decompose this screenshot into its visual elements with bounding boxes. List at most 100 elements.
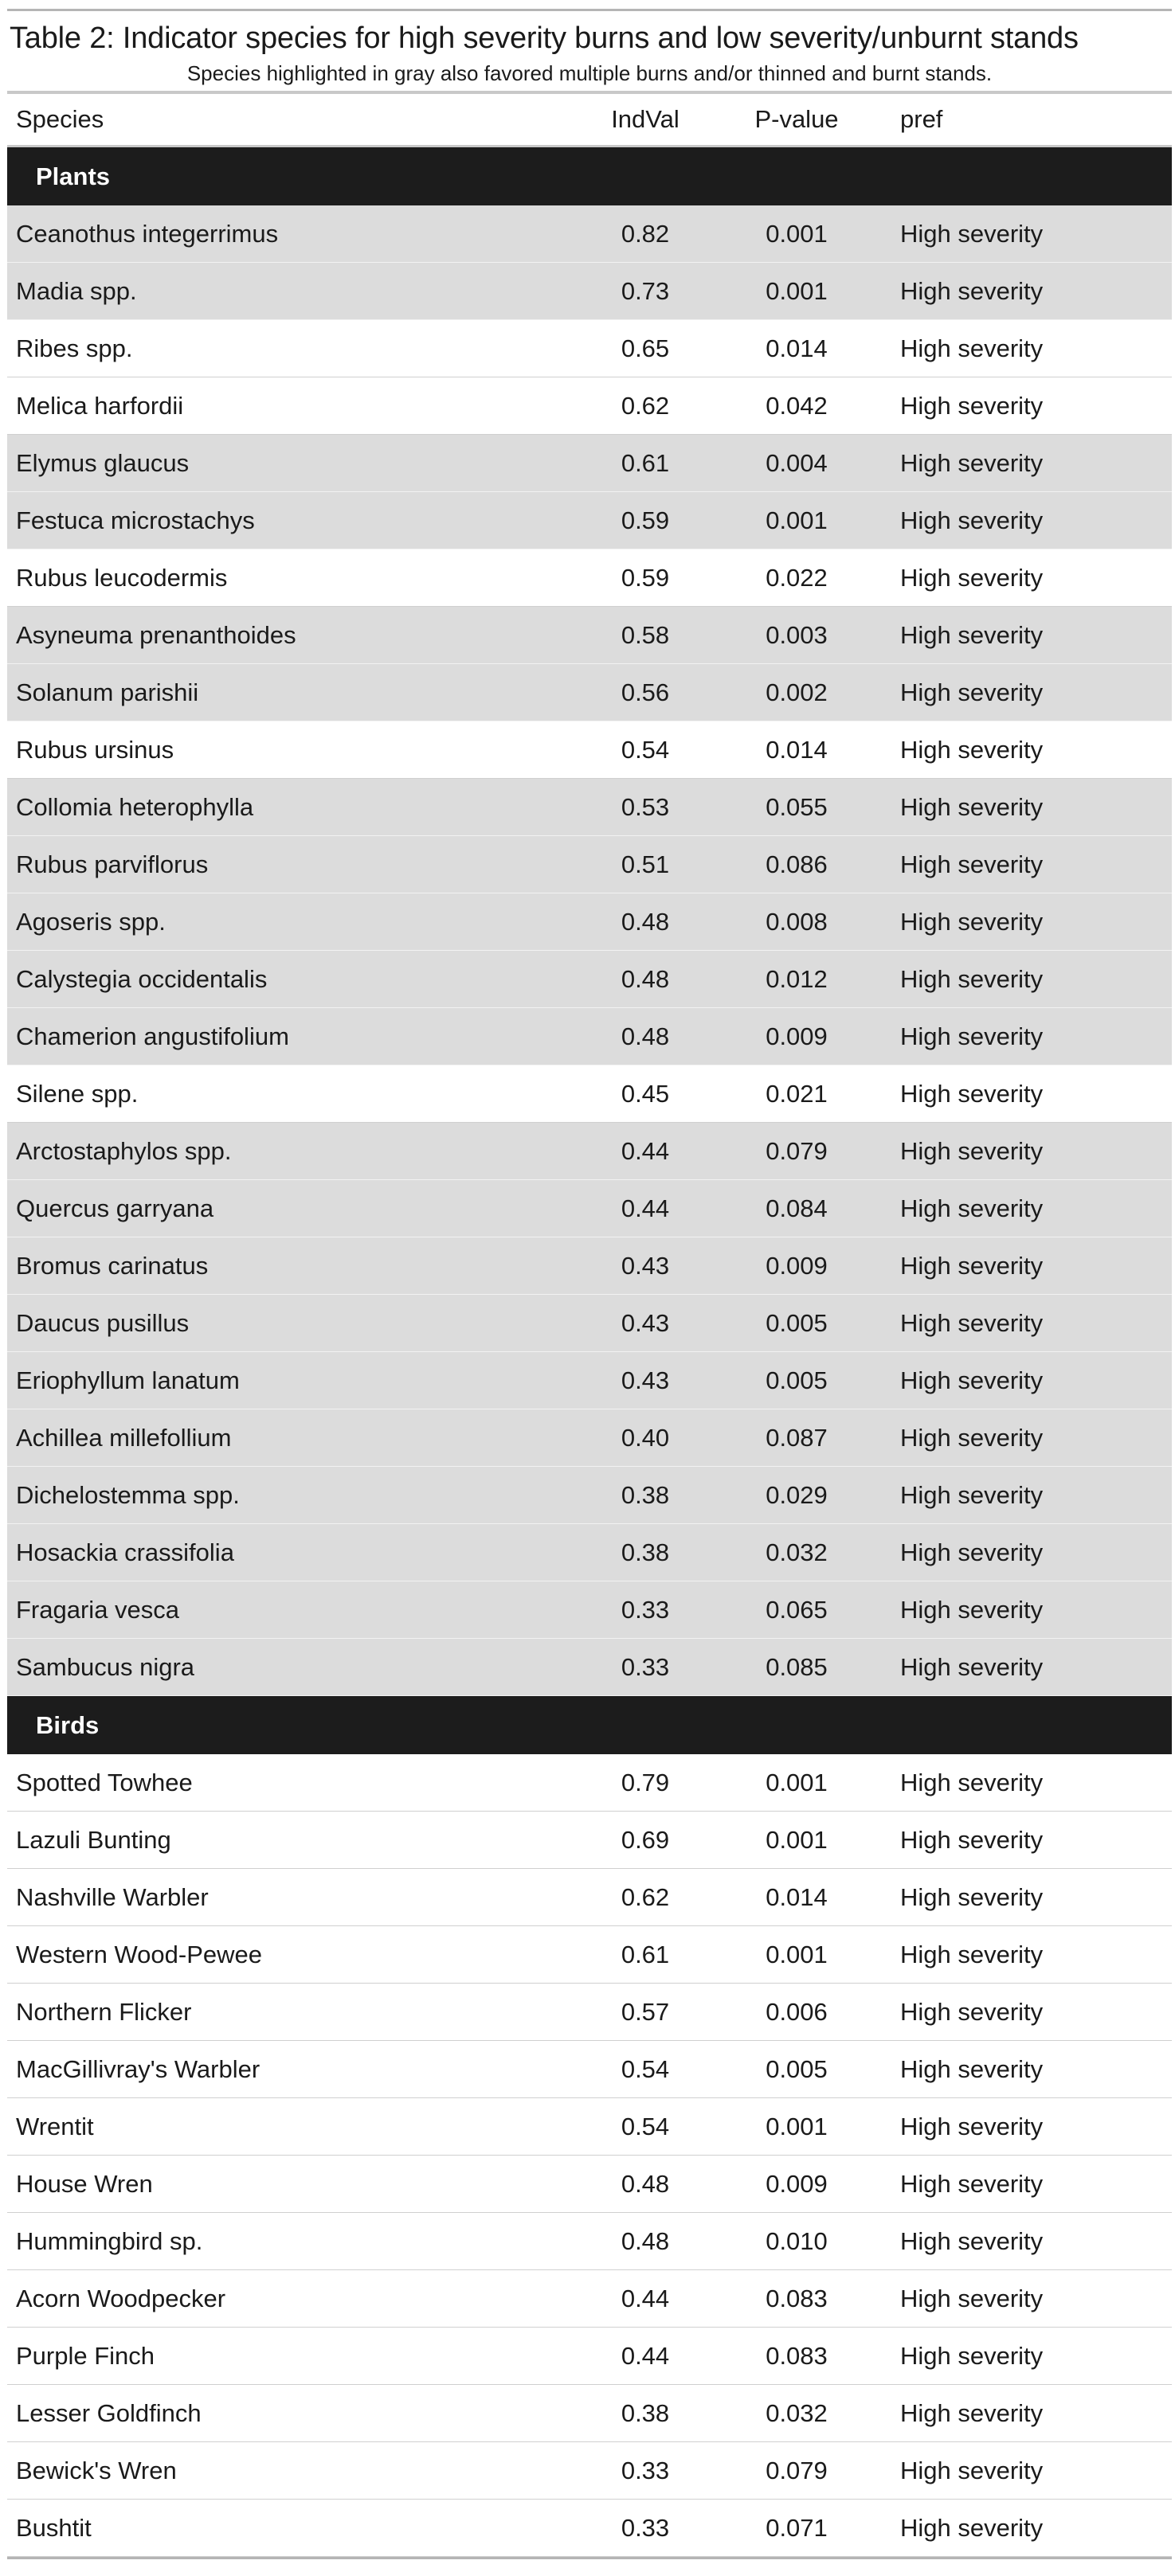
group-header-row: Birds <box>7 1695 1172 1754</box>
species-cell: Western Wood-Pewee <box>7 1925 574 1984</box>
indval-cell: 0.69 <box>574 1811 717 1869</box>
group-header-label: Birds <box>7 1695 1172 1754</box>
column-header-pref: pref <box>876 94 1172 147</box>
table-row: Rubus leucodermis 0.59 0.022 High severity <box>7 549 1172 607</box>
table-row: Agoseris spp. 0.48 0.008 High severity <box>7 893 1172 951</box>
table-row: MacGillivray's Warbler 0.54 0.005 High seve… <box>7 2040 1172 2098</box>
pref-cell: High severity <box>876 2441 1172 2500</box>
species-cell: Bewick's Wren <box>7 2441 574 2500</box>
pref-cell: High severity <box>876 2212 1172 2270</box>
indval-cell: 0.40 <box>574 1409 717 1467</box>
species-cell: Spotted Towhee <box>7 1754 574 1812</box>
species-cell: Bromus carinatus <box>7 1237 574 1295</box>
pvalue-cell: 0.032 <box>717 1523 876 1581</box>
indval-cell: 0.54 <box>574 721 717 779</box>
pvalue-cell: 0.001 <box>717 491 876 549</box>
species-cell: Bushtit <box>7 2499 574 2557</box>
group-header-label: Plants <box>7 146 1172 205</box>
species-cell: Ribes spp. <box>7 319 574 377</box>
species-cell: Silene spp. <box>7 1065 574 1123</box>
indval-cell: 0.44 <box>574 1179 717 1237</box>
pref-cell: High severity <box>876 1638 1172 1696</box>
species-cell: Chamerion angustifolium <box>7 1007 574 1065</box>
table-container: Table 2: Indicator species for high seve… <box>7 9 1172 2559</box>
table-row: Sambucus nigra 0.33 0.085 High severity <box>7 1638 1172 1696</box>
table-row: Wrentit 0.54 0.001 High severity <box>7 2097 1172 2156</box>
indval-cell: 0.44 <box>574 2327 717 2385</box>
species-cell: Wrentit <box>7 2097 574 2156</box>
pvalue-cell: 0.055 <box>717 778 876 836</box>
pvalue-cell: 0.005 <box>717 1351 876 1409</box>
indval-cell: 0.61 <box>574 1925 717 1984</box>
pvalue-cell: 0.009 <box>717 1007 876 1065</box>
pref-cell: High severity <box>876 1811 1172 1869</box>
table-row: Northern Flicker 0.57 0.006 High severity <box>7 1983 1172 2041</box>
pref-cell: High severity <box>876 262 1172 320</box>
pref-cell: High severity <box>876 1409 1172 1467</box>
indval-cell: 0.54 <box>574 2097 717 2156</box>
pvalue-cell: 0.042 <box>717 377 876 435</box>
pvalue-cell: 0.086 <box>717 835 876 893</box>
indval-cell: 0.38 <box>574 1523 717 1581</box>
pref-cell: High severity <box>876 2327 1172 2385</box>
indval-cell: 0.54 <box>574 2040 717 2098</box>
pref-cell: High severity <box>876 205 1172 263</box>
table-row: Ribes spp. 0.65 0.014 High severity <box>7 319 1172 377</box>
pref-cell: High severity <box>876 2155 1172 2213</box>
species-cell: Festuca microstachys <box>7 491 574 549</box>
species-cell: Nashville Warbler <box>7 1868 574 1926</box>
table-row: Ceanothus integerrimus 0.82 0.001 High seve… <box>7 205 1172 263</box>
species-cell: Rubus parviflorus <box>7 835 574 893</box>
pvalue-cell: 0.087 <box>717 1409 876 1467</box>
indval-cell: 0.62 <box>574 1868 717 1926</box>
indval-cell: 0.57 <box>574 1983 717 2041</box>
table-row: Hummingbird sp. 0.48 0.010 High severity <box>7 2212 1172 2270</box>
pref-cell: High severity <box>876 2499 1172 2557</box>
table-row: Rubus parviflorus 0.51 0.086 High severity <box>7 835 1172 893</box>
pvalue-cell: 0.084 <box>717 1179 876 1237</box>
pvalue-cell: 0.008 <box>717 893 876 951</box>
indval-cell: 0.44 <box>574 1122 717 1180</box>
pref-cell: High severity <box>876 1581 1172 1639</box>
table-row: Dichelostemma spp. 0.38 0.029 High severity <box>7 1466 1172 1524</box>
table-body: Plants Ceanothus integerrimus 0.82 0.001 Hig… <box>7 146 1172 2557</box>
pvalue-cell: 0.029 <box>717 1466 876 1524</box>
pvalue-cell: 0.014 <box>717 1868 876 1926</box>
table-row: Lazuli Bunting 0.69 0.001 High severity <box>7 1811 1172 1869</box>
pref-cell: High severity <box>876 835 1172 893</box>
indval-cell: 0.48 <box>574 2212 717 2270</box>
pref-cell: High severity <box>876 491 1172 549</box>
pref-cell: High severity <box>876 1237 1172 1295</box>
pref-cell: High severity <box>876 1179 1172 1237</box>
pref-cell: High severity <box>876 1294 1172 1352</box>
table-row: Fragaria vesca 0.33 0.065 High severity <box>7 1581 1172 1639</box>
table-row: Lesser Goldfinch 0.38 0.032 High severity <box>7 2384 1172 2442</box>
table-row: Western Wood-Pewee 0.61 0.001 High severity <box>7 1925 1172 1984</box>
species-cell: Rubus ursinus <box>7 721 574 779</box>
species-cell: Ceanothus integerrimus <box>7 205 574 263</box>
indval-cell: 0.56 <box>574 663 717 721</box>
table-row: Festuca microstachys 0.59 0.001 High severi… <box>7 491 1172 549</box>
table-row: Calystegia occidentalis 0.48 0.012 High sev… <box>7 950 1172 1008</box>
pref-cell: High severity <box>876 1122 1172 1180</box>
table-row: Arctostaphylos spp. 0.44 0.079 High severit… <box>7 1122 1172 1180</box>
pvalue-cell: 0.006 <box>717 1983 876 2041</box>
pvalue-cell: 0.004 <box>717 434 876 492</box>
pref-cell: High severity <box>876 778 1172 836</box>
pvalue-cell: 0.010 <box>717 2212 876 2270</box>
pref-cell: High severity <box>876 663 1172 721</box>
indval-cell: 0.43 <box>574 1294 717 1352</box>
pref-cell: High severity <box>876 1351 1172 1409</box>
header-row: Species IndVal P-value pref <box>7 94 1172 147</box>
species-cell: Purple Finch <box>7 2327 574 2385</box>
table-row: Madia spp. 0.73 0.001 High severity <box>7 262 1172 320</box>
pref-cell: High severity <box>876 606 1172 664</box>
species-cell: Elymus glaucus <box>7 434 574 492</box>
indval-cell: 0.44 <box>574 2269 717 2328</box>
species-cell: Melica harfordii <box>7 377 574 435</box>
species-cell: Dichelostemma spp. <box>7 1466 574 1524</box>
pvalue-cell: 0.071 <box>717 2499 876 2557</box>
pref-cell: High severity <box>876 1007 1172 1065</box>
table-row: Bromus carinatus 0.43 0.009 High severity <box>7 1237 1172 1295</box>
pvalue-cell: 0.001 <box>717 1925 876 1984</box>
